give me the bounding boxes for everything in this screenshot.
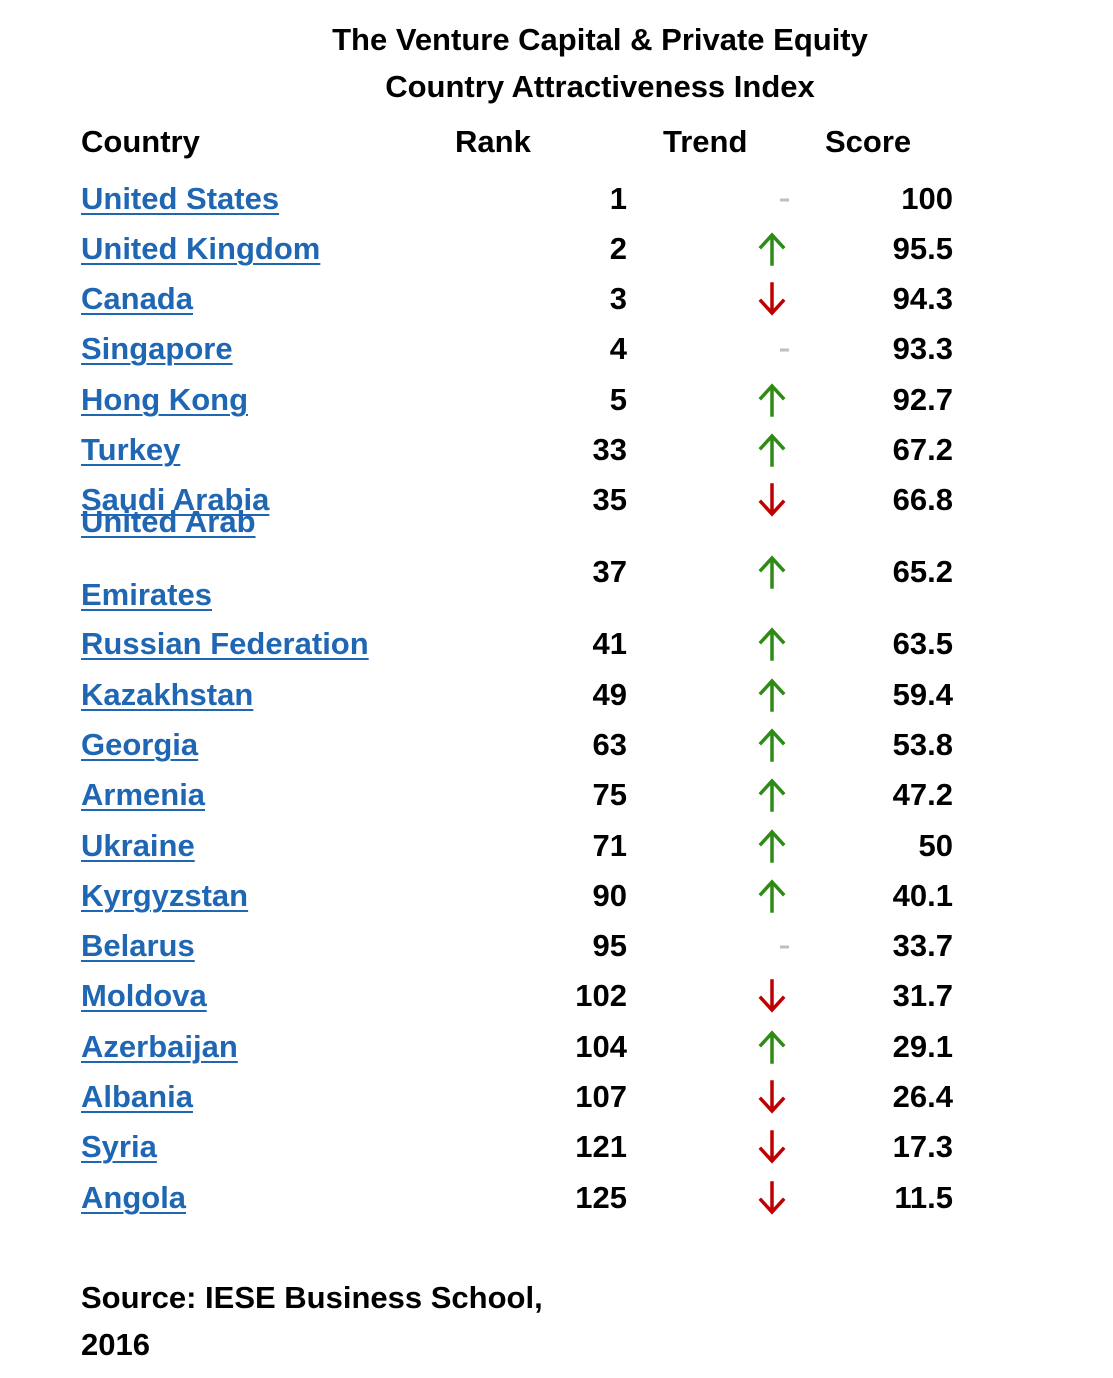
country-link[interactable]: United Arab bbox=[81, 504, 256, 539]
country-link[interactable]: Emirates bbox=[81, 577, 212, 612]
rank-value: 3 bbox=[609, 281, 627, 316]
source-note: Source: IESE Business School, 2016 bbox=[81, 1274, 601, 1368]
country-link[interactable]: Angola bbox=[81, 1180, 187, 1215]
score-value: 92.7 bbox=[892, 382, 953, 417]
country-link[interactable]: Georgia bbox=[81, 727, 199, 762]
header-rank: Rank bbox=[455, 124, 531, 159]
rank-value: 104 bbox=[575, 1029, 627, 1064]
country-link[interactable]: United States bbox=[81, 181, 280, 216]
country-link[interactable]: Syria bbox=[81, 1129, 157, 1164]
score-value: 67.2 bbox=[892, 432, 953, 467]
country-link[interactable]: United Kingdom bbox=[81, 231, 321, 266]
country-link[interactable]: Hong Kong bbox=[81, 382, 249, 417]
title-line-1: The Venture Capital & Private Equity bbox=[332, 22, 868, 57]
country-link[interactable]: Albania bbox=[81, 1079, 193, 1114]
rank-value: 4 bbox=[609, 331, 627, 366]
rank-value: 33 bbox=[592, 432, 627, 467]
title-line-2: Country Attractiveness Index bbox=[385, 69, 815, 104]
score-value: 29.1 bbox=[892, 1029, 953, 1064]
score-value: 63.5 bbox=[892, 626, 953, 661]
rank-value: 71 bbox=[592, 828, 627, 863]
rank-value: 63 bbox=[592, 727, 627, 762]
score-value: 100 bbox=[901, 181, 953, 216]
rank-value: 90 bbox=[592, 878, 627, 913]
score-value: 33.7 bbox=[892, 928, 953, 963]
arrow-up-icon bbox=[752, 377, 792, 423]
source-line-2: 2016 bbox=[81, 1327, 150, 1362]
rank-value: 102 bbox=[575, 978, 627, 1013]
country-link[interactable]: Moldova bbox=[81, 978, 207, 1013]
arrow-down-icon bbox=[752, 1074, 792, 1120]
score-value: 95.5 bbox=[892, 231, 953, 266]
arrow-down-icon bbox=[752, 1175, 792, 1221]
country-link[interactable]: Saudi Arabia bbox=[81, 482, 270, 517]
arrow-down-icon bbox=[752, 276, 792, 322]
score-value: 47.2 bbox=[892, 777, 953, 812]
header-trend: Trend bbox=[663, 124, 748, 159]
score-value: 31.7 bbox=[892, 978, 953, 1013]
country-link[interactable]: Turkey bbox=[81, 432, 181, 467]
header-score: Score bbox=[825, 124, 912, 159]
rank-value: 49 bbox=[592, 677, 627, 712]
country-link[interactable]: Armenia bbox=[81, 777, 206, 812]
score-value: 59.4 bbox=[892, 677, 953, 712]
rank-value: 2 bbox=[609, 231, 627, 266]
score-value: 26.4 bbox=[892, 1079, 953, 1114]
rank-value: 75 bbox=[592, 777, 627, 812]
country-link[interactable]: Canada bbox=[81, 281, 193, 316]
arrow-up-icon bbox=[752, 722, 792, 768]
arrow-up-icon bbox=[752, 621, 792, 667]
rank-value: 95 bbox=[592, 928, 627, 963]
score-value: 17.3 bbox=[892, 1129, 953, 1164]
score-value: 11.5 bbox=[894, 1180, 953, 1215]
arrow-up-icon bbox=[752, 873, 792, 919]
page-title: The Venture Capital & Private Equity Cou… bbox=[250, 16, 950, 110]
rank-value: 125 bbox=[575, 1180, 627, 1215]
arrow-up-icon bbox=[752, 549, 792, 595]
dash-icon bbox=[752, 923, 792, 969]
country-link[interactable]: Kyrgyzstan bbox=[81, 878, 249, 913]
arrow-up-icon bbox=[752, 823, 792, 869]
score-value: 94.3 bbox=[892, 281, 953, 316]
rank-value: 41 bbox=[592, 626, 627, 661]
rank-value: 37 bbox=[592, 554, 627, 589]
arrow-down-icon bbox=[752, 1124, 792, 1170]
header-country: Country bbox=[81, 124, 200, 159]
arrow-down-icon bbox=[752, 973, 792, 1019]
country-link[interactable]: Belarus bbox=[81, 928, 195, 963]
country-link[interactable]: Ukraine bbox=[81, 828, 195, 863]
country-link[interactable]: Russian Federation bbox=[81, 626, 369, 661]
arrow-up-icon bbox=[752, 672, 792, 718]
score-value: 50 bbox=[918, 828, 953, 863]
source-line-1: Source: IESE Business School, bbox=[81, 1280, 543, 1315]
rank-value: 5 bbox=[609, 382, 627, 417]
country-link[interactable]: Singapore bbox=[81, 331, 233, 366]
dash-icon bbox=[752, 176, 792, 222]
arrow-up-icon bbox=[752, 427, 792, 473]
dash-icon bbox=[752, 326, 792, 372]
arrow-down-icon bbox=[752, 477, 792, 523]
arrow-up-icon bbox=[752, 1024, 792, 1070]
score-value: 40.1 bbox=[892, 878, 953, 913]
rank-value: 35 bbox=[592, 482, 627, 517]
arrow-up-icon bbox=[752, 772, 792, 818]
rank-value: 121 bbox=[575, 1129, 627, 1164]
country-link[interactable]: Azerbaijan bbox=[81, 1029, 238, 1064]
score-value: 66.8 bbox=[892, 482, 953, 517]
rank-value: 1 bbox=[609, 181, 627, 216]
score-value: 53.8 bbox=[892, 727, 953, 762]
score-value: 93.3 bbox=[892, 331, 953, 366]
score-value: 65.2 bbox=[892, 554, 953, 589]
arrow-up-icon bbox=[752, 226, 792, 272]
rank-value: 107 bbox=[575, 1079, 627, 1114]
country-link[interactable]: Kazakhstan bbox=[81, 677, 254, 712]
